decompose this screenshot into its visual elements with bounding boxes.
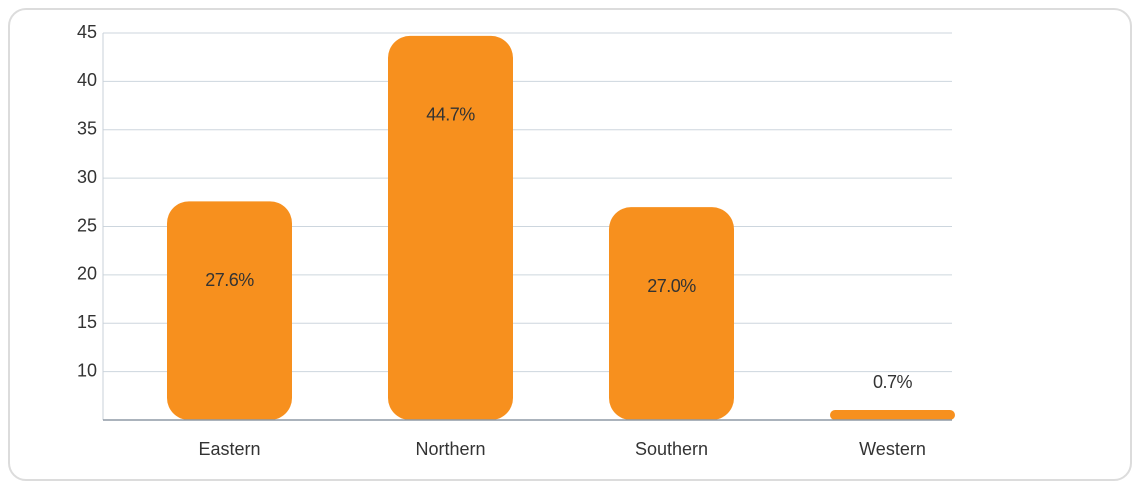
y-tick-label: 30	[77, 167, 97, 187]
data-label: 44.7%	[426, 105, 475, 125]
data-label: 0.7%	[873, 372, 913, 392]
x-tick-label: Eastern	[198, 439, 260, 459]
x-tick-label: Western	[859, 439, 926, 459]
y-tick-label: 20	[77, 264, 97, 284]
y-tick-label: 45	[77, 22, 97, 42]
card	[8, 8, 1132, 481]
data-label: 27.6%	[205, 270, 254, 290]
bar	[388, 35, 513, 421]
y-tick-label: 35	[77, 119, 97, 139]
y-tick-label: 25	[77, 215, 97, 235]
bar	[167, 201, 292, 420]
x-tick-label: Northern	[415, 439, 485, 459]
data-label: 27.0%	[647, 276, 696, 296]
bar	[830, 410, 955, 420]
x-tick-label: Southern	[635, 439, 708, 459]
y-tick-label: 15	[77, 312, 97, 332]
y-tick-label: 40	[77, 70, 97, 90]
bar	[609, 207, 734, 420]
y-tick-label: 10	[77, 360, 97, 380]
